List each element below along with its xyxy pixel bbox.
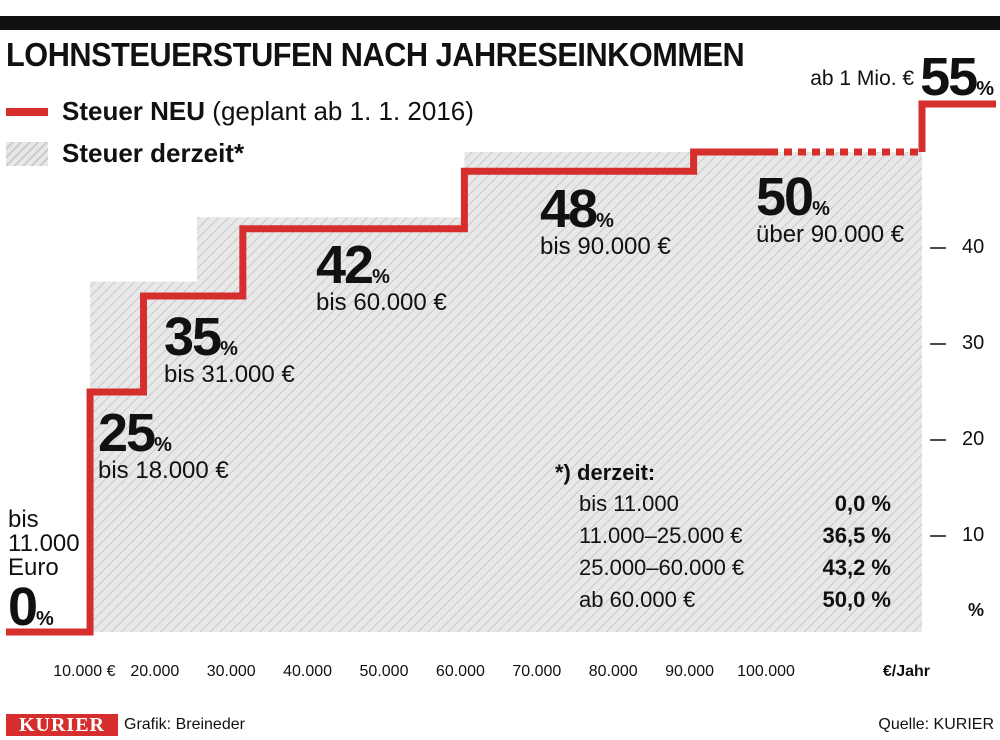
step-unit: %: [372, 266, 390, 288]
current-rate-row: 11.000–25.000 € 36,5 %: [555, 520, 895, 552]
step-range: bis 18.000 €: [98, 457, 229, 484]
step-rate: 42: [316, 235, 374, 295]
new-tax-top-step: [918, 100, 996, 152]
x-tick-label: 100.000: [737, 663, 795, 680]
step-rate: 50: [756, 167, 814, 227]
current-rate-value: 43,2 %: [822, 555, 892, 580]
x-tick-label: 30.000: [206, 663, 256, 680]
zero-bracket-rate: 0: [8, 577, 38, 637]
graphic-credit: Grafik: Breineder: [124, 716, 245, 733]
step-label-25: 25% bis 18.000 €: [98, 406, 229, 484]
current-rate-value: 50,0 %: [822, 587, 892, 612]
step-label-50: 50% über 90.000 €: [756, 170, 905, 248]
zero-bracket-unit: %: [36, 608, 54, 630]
y-tick-label: 10: [962, 524, 985, 546]
step-range: bis 60.000 €: [316, 289, 447, 316]
y-tick-label: 20: [962, 428, 985, 450]
x-tick-label: 60.000: [435, 663, 485, 680]
x-tick-label: 50.000: [359, 663, 409, 680]
current-rate-range: bis 11.000: [579, 491, 679, 516]
zero-bracket-line2: 11.000: [8, 530, 80, 557]
step-rate: 48: [540, 179, 598, 239]
x-tick-label: 20.000: [130, 663, 180, 680]
top-rate-prefix: ab 1 Mio. €: [810, 67, 915, 90]
step-range: über 90.000 €: [756, 221, 905, 248]
current-tax-area: [6, 152, 922, 632]
step-range: bis 90.000 €: [540, 233, 671, 260]
legend-new-note: (geplant ab 1. 1. 2016): [212, 96, 474, 126]
zero-bracket-line3: Euro: [8, 554, 59, 581]
zero-bracket-line1: bis: [8, 506, 39, 533]
legend-hatch-swatch: [6, 142, 48, 166]
x-tick-label: 40.000: [283, 663, 333, 680]
step-label-35: 35% bis 31.000 €: [164, 310, 295, 388]
step-label-48: 48% bis 90.000 €: [540, 182, 671, 260]
y-axis-unit: %: [968, 600, 985, 620]
step-label-42: 42% bis 60.000 €: [316, 238, 447, 316]
x-tick-label: 10.000 €: [53, 663, 116, 680]
current-rate-value: 0,0 %: [834, 491, 891, 516]
current-rate-range: ab 60.000 €: [579, 587, 696, 612]
current-rate-row: bis 11.000 0,0 %: [555, 488, 895, 520]
legend-new-bold: Steuer NEU: [62, 96, 206, 126]
current-rate-range: 11.000–25.000 €: [579, 523, 743, 548]
top-bar: [0, 16, 1000, 30]
legend-new-label: Steuer NEU (geplant ab 1. 1. 2016): [62, 96, 474, 127]
step-unit: %: [812, 198, 830, 220]
current-rates-heading: *) derzeit:: [555, 460, 656, 485]
legend-current-label: Steuer derzeit*: [62, 138, 245, 168]
step-unit: %: [220, 338, 238, 360]
chart-title: LOHNSTEUERSTUFEN NACH JAHRESEINKOMMEN: [6, 36, 745, 73]
step-unit: %: [154, 434, 172, 456]
top-rate-label: ab 1 Mio. €55%: [810, 46, 994, 108]
y-tick-label: 30: [962, 332, 985, 354]
top-rate-unit: %: [976, 78, 994, 100]
step-rate: 25: [98, 403, 156, 463]
x-axis-unit: €/Jahr: [882, 663, 930, 680]
y-axis-ticks: [930, 247, 946, 537]
step-rate: 35: [164, 307, 222, 367]
kurier-logo: KURIER: [6, 714, 118, 736]
current-rate-value: 36,5 %: [822, 523, 892, 548]
y-tick-label: 40: [962, 236, 985, 258]
current-tax-hatched-area: [6, 152, 922, 632]
current-rate-row: ab 60.000 € 50,0 %: [555, 584, 895, 616]
legend-red-line-swatch: [6, 108, 48, 116]
x-tick-label: 90.000: [665, 663, 715, 680]
current-rate-range: 25.000–60.000 €: [579, 555, 745, 580]
x-tick-label: 70.000: [512, 663, 562, 680]
new-tax-line: [6, 100, 996, 636]
zero-bracket-label: bis 11.000 Euro 0%: [8, 506, 80, 637]
footer: KURIER Grafik: Breineder Quelle: KURIER: [0, 714, 1000, 738]
step-unit: %: [596, 210, 614, 232]
new-tax-step-line: [6, 148, 770, 636]
current-rate-row: 25.000–60.000 € 43,2 %: [555, 552, 895, 584]
top-rate-value: 55: [920, 47, 978, 107]
step-range: bis 31.000 €: [164, 361, 295, 388]
x-tick-label: 80.000: [588, 663, 638, 680]
source-credit: Quelle: KURIER: [878, 716, 994, 733]
current-rates-table: *) derzeit: bis 11.000 0,0 % 11.000–25.00…: [555, 458, 895, 616]
